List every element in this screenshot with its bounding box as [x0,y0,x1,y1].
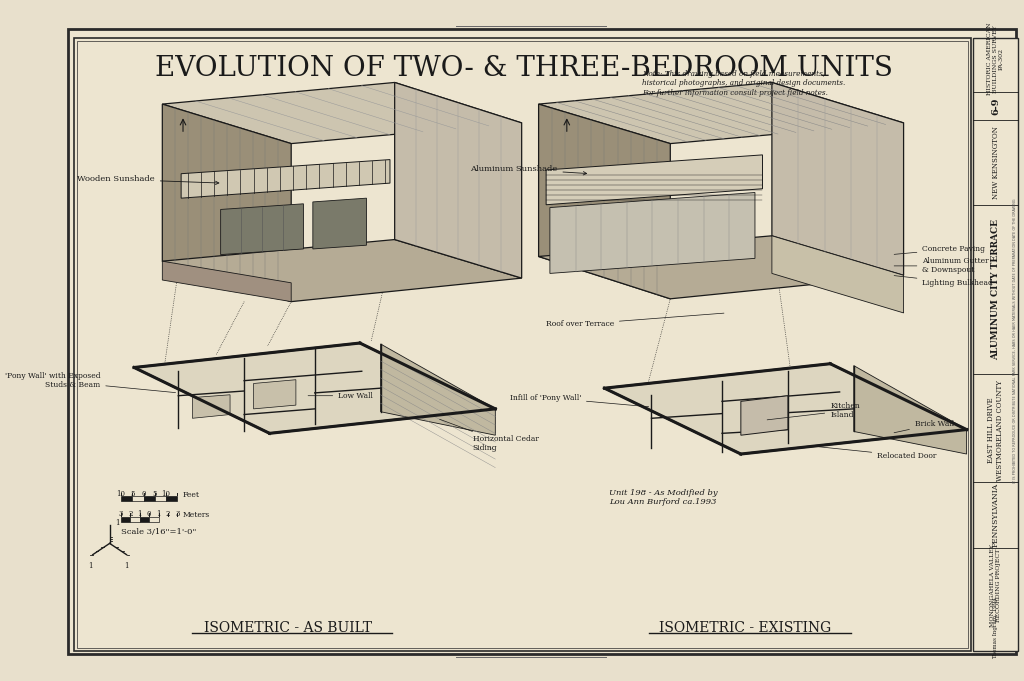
Text: ISOMETRIC - AS BUILT: ISOMETRIC - AS BUILT [205,622,373,635]
Text: IT IS PROHIBITED TO REPRODUCE OR DISTRIBUTE NATIONAL PARK SERVICE, HABS OR HAER : IT IS PROHIBITED TO REPRODUCE OR DISTRIB… [1013,199,1017,484]
Text: 1: 1 [116,519,120,526]
Text: Meters: Meters [183,511,210,520]
Text: Horizontal Cedar
Siding: Horizontal Cedar Siding [439,419,539,452]
Text: ISOMETRIC - EXISTING: ISOMETRIC - EXISTING [659,622,831,635]
Bar [166,496,177,501]
Polygon shape [539,104,671,299]
Text: MONONGAHELA VALLEY
RECORDING PROJECT: MONONGAHELA VALLEY RECORDING PROJECT [990,544,1001,627]
Bar [139,517,150,522]
Polygon shape [163,82,521,144]
Text: 5: 5 [130,490,134,498]
Bar [150,517,159,522]
Text: ALUMINUM CITY TERRACE: ALUMINUM CITY TERRACE [991,219,1000,360]
Text: Lighting Bulkhead: Lighting Bulkhead [894,276,993,287]
Text: 1: 1 [89,563,93,570]
Text: Aluminum Sunshade: Aluminum Sunshade [470,165,587,175]
Polygon shape [163,240,521,302]
Polygon shape [772,82,903,275]
Text: NEW KENSINGTON: NEW KENSINGTON [992,126,999,199]
Bar [155,496,166,501]
Text: 'Pony Wall' with Exposed
Studs & Beam: 'Pony Wall' with Exposed Studs & Beam [5,372,175,393]
Polygon shape [163,104,291,302]
Text: HISTORIC AMERICAN
BUILDINGS SURVEY
PA-302: HISTORIC AMERICAN BUILDINGS SURVEY PA-30… [987,22,1005,95]
Polygon shape [381,344,496,435]
Text: 1: 1 [124,563,129,570]
Polygon shape [181,159,390,198]
Text: Low Wall: Low Wall [308,392,373,400]
Polygon shape [193,395,230,418]
Polygon shape [539,82,903,144]
Polygon shape [539,236,903,299]
Polygon shape [134,343,496,433]
Polygon shape [313,198,367,249]
Polygon shape [854,366,967,454]
Polygon shape [163,262,291,302]
Text: Aluminum Gutter
& Downspout: Aluminum Gutter & Downspout [894,257,989,274]
Text: 3: 3 [119,511,123,518]
Text: Relocated Door: Relocated Door [819,447,937,460]
Text: Feet: Feet [183,491,200,498]
Text: Kitchen
Island: Kitchen Island [767,402,860,420]
Polygon shape [546,155,763,205]
Text: Roof over Terrace: Roof over Terrace [546,313,724,328]
Text: Wooden Sunshade: Wooden Sunshade [77,175,219,185]
Text: EAST HILL DRIVE
WESTMORELAND COUNTY: EAST HILL DRIVE WESTMORELAND COUNTY [987,380,1005,481]
Text: 2: 2 [166,511,170,518]
Polygon shape [772,236,903,313]
Bar [121,517,130,522]
Text: Unit 198 - As Modified by
Lou Ann Burford ca.1993: Unit 198 - As Modified by Lou Ann Burfor… [609,489,718,506]
Text: 10: 10 [162,490,171,498]
Text: PENNSYLVANIA: PENNSYLVANIA [992,483,999,548]
Text: 10: 10 [117,490,125,498]
Bar [130,517,139,522]
Bar [973,38,1018,650]
Text: 6-9: 6-9 [991,97,1000,114]
Polygon shape [550,193,755,273]
Text: 0: 0 [146,511,152,518]
Polygon shape [220,204,303,255]
Text: 1: 1 [157,511,161,518]
Polygon shape [254,380,296,409]
Polygon shape [604,364,967,454]
Text: EVOLUTION OF TWO- & THREE-BEDROOM UNITS: EVOLUTION OF TWO- & THREE-BEDROOM UNITS [155,55,893,82]
Text: Concrete Paving: Concrete Paving [894,245,985,254]
Bar [121,496,132,501]
Text: 1: 1 [137,511,142,518]
Text: Infill of 'Pony Wall': Infill of 'Pony Wall' [510,394,649,407]
Bar [132,496,143,501]
Text: Brick Wall: Brick Wall [894,420,954,432]
Text: Note: This drawing based on field measurements,
historical photographs, and orig: Note: This drawing based on field measur… [642,70,846,97]
Text: 5: 5 [153,490,157,498]
Polygon shape [740,396,787,435]
Text: 3: 3 [175,511,179,518]
Polygon shape [394,82,521,278]
Text: Thomas Ingram, 1994: Thomas Ingram, 1994 [993,597,998,659]
Text: 2: 2 [128,511,132,518]
Bar [143,496,155,501]
Text: Scale 3/16"=1'-0": Scale 3/16"=1'-0" [121,528,197,537]
Text: 0: 0 [141,490,145,498]
